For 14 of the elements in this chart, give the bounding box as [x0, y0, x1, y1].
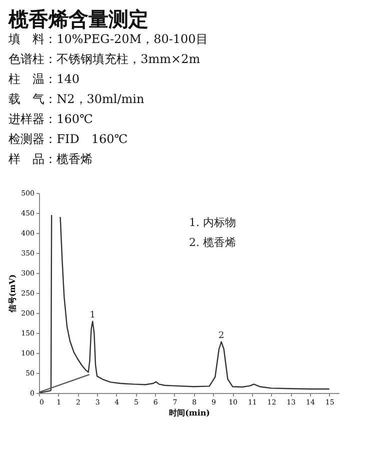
annotation: 2. 榄香烯	[189, 236, 236, 249]
annotation: 1	[90, 310, 96, 320]
text: 填 料：10%PEG-20M，80-100目	[8, 32, 208, 46]
text: 检测器：FID 160℃	[8, 132, 128, 146]
annotation: 1. 内标物	[189, 216, 236, 229]
y-axis-title: 信号(mV)	[7, 274, 18, 314]
text: 柱 温：140	[8, 72, 80, 86]
annotation: 2	[218, 330, 224, 341]
text: 进样器：160℃	[8, 112, 93, 126]
chart-title: 榄香烯含量测定	[8, 7, 149, 31]
text: 样 品：榄香烯	[8, 152, 93, 166]
text: 载 气：N2，30ml/min	[8, 92, 145, 106]
text: 色谱柱：不锈钢填充柱，3mm×2m	[8, 52, 201, 66]
x-axis-title: 时间(min)	[169, 408, 210, 418]
